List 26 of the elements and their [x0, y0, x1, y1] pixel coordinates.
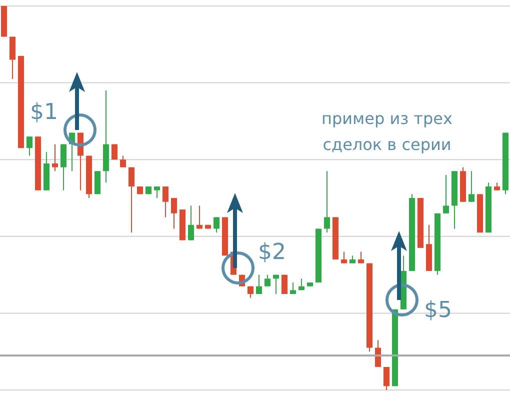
candlestick [162, 186, 168, 218]
candlestick [10, 36, 16, 80]
annotation: $2 [258, 240, 286, 265]
annotation: пример из трех сделок в серии [320, 108, 454, 156]
candlestick [443, 174, 449, 214]
annotation: $5 [424, 298, 452, 323]
candlestick [60, 144, 66, 191]
candlestick [188, 205, 194, 241]
candlestick [112, 144, 118, 160]
candlestick [94, 170, 100, 195]
candlestick [384, 366, 390, 390]
candlestick [324, 170, 330, 234]
candlestick [171, 198, 177, 230]
candlestick [468, 170, 474, 202]
candlestick [273, 274, 279, 294]
candlestick [26, 136, 32, 156]
candlestick [128, 166, 134, 234]
candlestick [358, 251, 364, 264]
candlestick [52, 144, 58, 172]
candlestick [120, 155, 126, 168]
candlestick [264, 274, 270, 287]
candlestick [214, 216, 220, 234]
annotation: $1 [30, 100, 58, 125]
candlestick [256, 274, 262, 294]
candlestick [341, 251, 347, 264]
candlestick [196, 205, 202, 230]
